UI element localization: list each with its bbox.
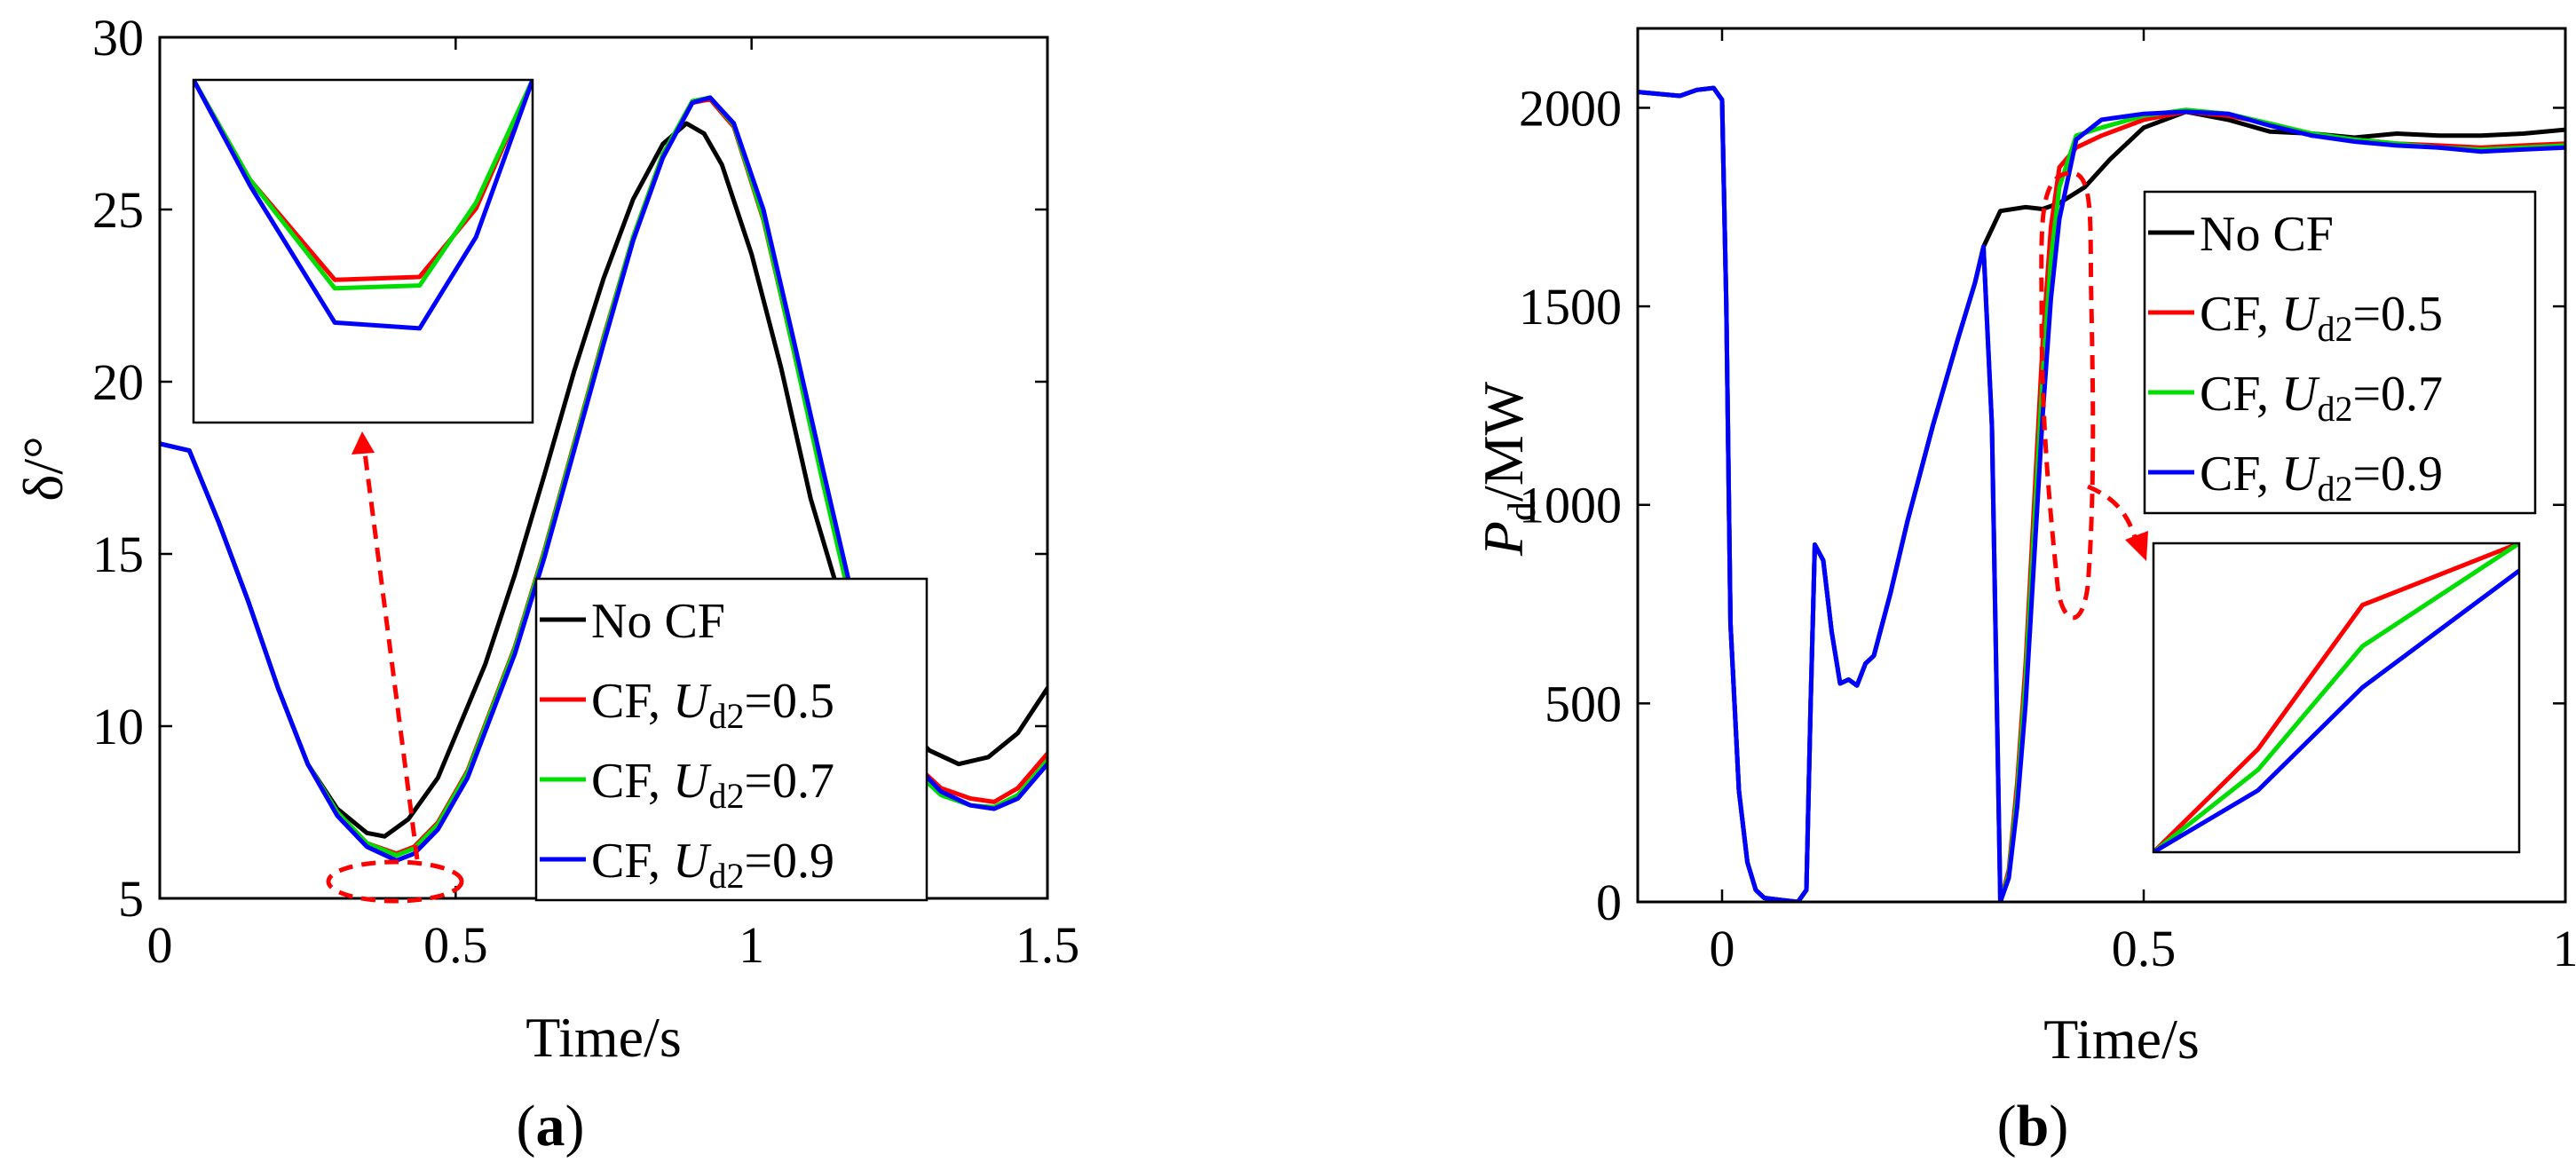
- panel-b-y-tick-label: 500: [1545, 675, 1622, 732]
- panel-a-legend-entry: CF, Ud2=0.7: [591, 754, 834, 816]
- panel-a-y-tick-label: 25: [92, 181, 144, 239]
- panel-b-legend-entry: CF, Ud2=0.9: [2200, 447, 2443, 509]
- panel-a-y-tick-label: 30: [92, 9, 144, 67]
- panel-a-x-tick-label: 1: [739, 916, 764, 974]
- panel-b-y-tick-label: 1000: [1519, 477, 1622, 534]
- panel-a-zoom-arrowhead: [352, 431, 375, 455]
- panel-b-series-group: [1638, 85, 2565, 902]
- panel-a-label: (a): [517, 1094, 585, 1158]
- panel-a-legend-entry: No CF: [591, 594, 725, 649]
- panel-b-zoom-arrow: [2087, 484, 2137, 538]
- panel-b-y-axis-label-var: P: [1472, 521, 1535, 557]
- panel-a-zoom-arrow: [361, 445, 420, 860]
- panel-a-y-tick-label: 5: [118, 870, 144, 928]
- panel-a-x-tick-label: 0.5: [423, 916, 488, 974]
- panel-a-y-tick-label: 15: [92, 526, 144, 583]
- panel-b-y-axis-label-sub: d: [1500, 502, 1544, 521]
- panel-b-x-tick-label: 0: [1710, 920, 1735, 977]
- panel-b-legend-entry: CF, Ud2=0.7: [2200, 367, 2443, 429]
- panel-b-zoom-arrowhead: [2125, 531, 2148, 561]
- panel-a-label-letter: a: [536, 1094, 565, 1158]
- panel-a-x-axis-label: Time/s: [525, 1006, 682, 1069]
- panel-a-inset-series-group: [194, 80, 533, 331]
- panel-b-legend-entry: CF, Ud2=0.5: [2200, 287, 2443, 349]
- panel-a-x-tick-labels: 0 0.5 1 1.5: [147, 916, 1080, 974]
- panel-a-y-tick-label: 20: [92, 353, 144, 411]
- panel-b-series-line-3: [1638, 85, 2565, 902]
- panel-a-legend-entry: CF, Ud2=0.9: [591, 834, 834, 896]
- panel-a-inset-frame: [192, 78, 534, 424]
- panel-b-plot-frame: [1636, 27, 2567, 904]
- panel-b-legend: No CF CF, Ud2=0.5 CF, Ud2=0.7 CF, Ud2=0.9: [2143, 190, 2537, 515]
- panel-b-legend-box: [2143, 190, 2537, 515]
- panel-b-x-tick-label: 1: [2553, 920, 2576, 977]
- panel-b-y-axis-label-unit: /MW: [1472, 381, 1535, 502]
- panel-b-y-tick-label: 0: [1596, 874, 1622, 931]
- panel-a-inset-series-line-1: [194, 80, 533, 291]
- panel-b-legend-entry: No CF: [2200, 207, 2334, 262]
- panel-a-legend: No CF CF, Ud2=0.5 CF, Ud2=0.7 CF, Ud2=0.9: [534, 577, 928, 902]
- panel-b-label: (b): [1997, 1094, 2069, 1158]
- panel-b-inset-series-line-2: [2153, 568, 2519, 852]
- panel-b-inset-series-group: [2153, 543, 2519, 852]
- panel-a-y-tick-label: 10: [92, 698, 144, 755]
- panel-b-inset-frame: [2152, 542, 2521, 854]
- panel-b-y-tick-label: 2000: [1519, 79, 1622, 137]
- panel-b-inset-series-line-1: [2153, 543, 2519, 852]
- panel-a-x-tick-label: 1.5: [1015, 916, 1080, 974]
- panel-a-y-tick-labels: 5 10 15 20 25 30: [92, 9, 144, 928]
- panel-a-zoom-region-ellipse: [326, 859, 464, 904]
- panel-a-inset-series-line-2: [194, 80, 533, 331]
- panel-b-inset-series-line-0: [2153, 543, 2519, 852]
- panel-b-y-axis-label: Pd/MW: [1472, 381, 1544, 557]
- panel-a-legend-box: [534, 577, 928, 902]
- panel-a-chart: 0 0.5 1 1.5 5 10 15 20 25 30 No CF CF, Ud2=0.5 CF,…: [12, 9, 1079, 1158]
- panel-a-inset-background: [194, 80, 533, 423]
- panel-b-x-tick-label: 0.5: [2112, 920, 2177, 977]
- panel-b-x-tick-labels: 0 0.5 1: [1710, 920, 2576, 977]
- panel-a-legend-entry: CF, Ud2=0.5: [591, 674, 834, 736]
- panel-b-y-tick-label: 1500: [1519, 278, 1622, 336]
- panel-b-zoom-region-loop: [2039, 170, 2096, 621]
- panel-b-x-axis-label: Time/s: [2043, 1008, 2200, 1071]
- panel-a-x-tick-label: 0: [147, 916, 173, 974]
- panel-b-inset-background: [2153, 543, 2519, 852]
- panel-a-y-axis-label: δ/°: [12, 436, 75, 502]
- panel-b-ticks: [1638, 28, 2567, 904]
- panel-b-inset: [2152, 542, 2521, 854]
- panel-a-inset: [192, 78, 534, 424]
- panel-b-y-tick-labels: 0 500 1000 1500 2000: [1519, 79, 1622, 931]
- panel-b-label-letter: b: [2017, 1094, 2050, 1158]
